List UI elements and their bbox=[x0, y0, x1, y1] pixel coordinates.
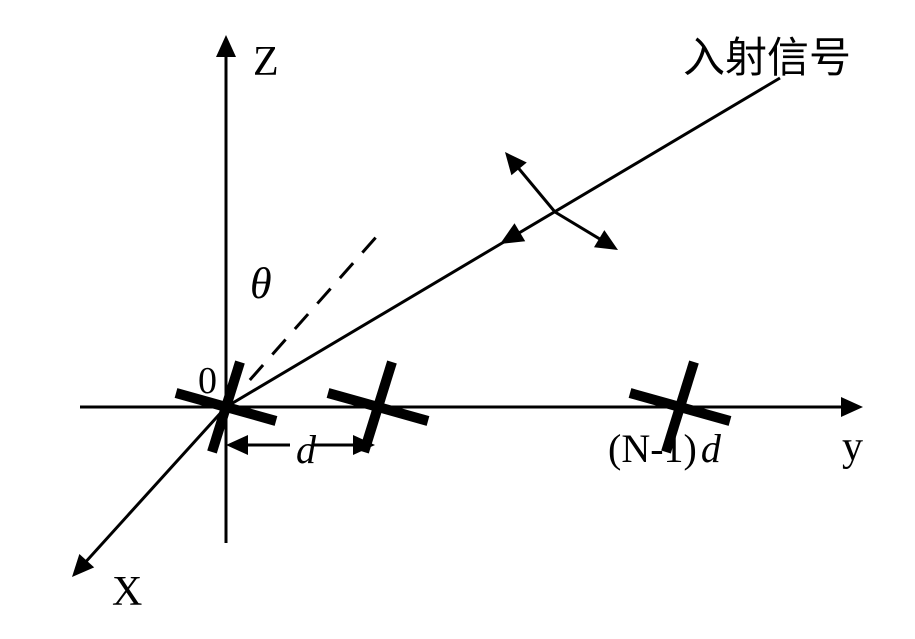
theta-label: θ bbox=[250, 259, 272, 308]
spacing-d-label: d bbox=[296, 427, 317, 472]
incident-signal-label: 入射信号 bbox=[683, 36, 851, 82]
n-minus-1-d-label: (N-1)d bbox=[608, 426, 722, 471]
axis-y-label: y bbox=[842, 424, 863, 470]
axis-x-label: X bbox=[112, 569, 142, 615]
axis-z-label: Z bbox=[253, 39, 279, 85]
